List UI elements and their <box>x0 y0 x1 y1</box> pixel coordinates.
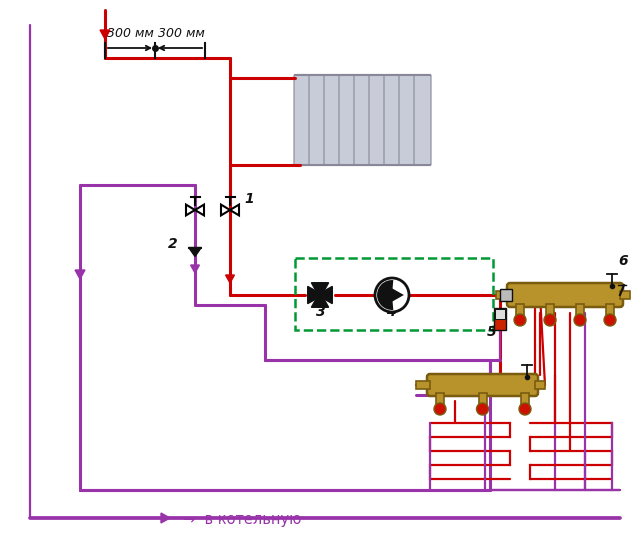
Polygon shape <box>230 205 239 215</box>
FancyBboxPatch shape <box>427 374 538 396</box>
Circle shape <box>514 314 526 326</box>
Text: 3: 3 <box>316 305 326 319</box>
FancyBboxPatch shape <box>339 74 356 165</box>
Bar <box>494 308 506 330</box>
FancyBboxPatch shape <box>354 74 371 165</box>
Polygon shape <box>226 275 234 283</box>
Polygon shape <box>189 248 202 256</box>
FancyBboxPatch shape <box>399 74 416 165</box>
Text: 6: 6 <box>618 254 628 268</box>
Polygon shape <box>385 284 404 306</box>
Bar <box>416 381 430 389</box>
Text: 7: 7 <box>612 297 621 311</box>
FancyBboxPatch shape <box>309 74 326 165</box>
Bar <box>535 381 545 389</box>
Text: 300 мм: 300 мм <box>107 27 154 40</box>
Bar <box>521 393 529 405</box>
Polygon shape <box>161 513 170 523</box>
Text: 300 мм: 300 мм <box>158 27 205 40</box>
Text: 1: 1 <box>244 192 253 206</box>
Circle shape <box>434 403 446 415</box>
FancyBboxPatch shape <box>507 283 623 307</box>
FancyBboxPatch shape <box>414 74 431 165</box>
Bar <box>495 309 505 319</box>
Circle shape <box>544 314 556 326</box>
FancyBboxPatch shape <box>324 74 341 165</box>
FancyBboxPatch shape <box>369 74 386 165</box>
Bar <box>479 393 486 405</box>
Polygon shape <box>191 265 200 273</box>
Bar <box>436 393 444 405</box>
Polygon shape <box>100 30 110 39</box>
Circle shape <box>604 314 616 326</box>
Bar <box>316 291 324 299</box>
Polygon shape <box>186 205 195 215</box>
Circle shape <box>574 314 586 326</box>
FancyBboxPatch shape <box>384 74 401 165</box>
Bar <box>620 291 630 299</box>
Circle shape <box>477 403 488 415</box>
Text: 2: 2 <box>168 237 178 251</box>
Bar <box>606 304 614 316</box>
Text: →  в котельную: → в котельную <box>183 512 301 527</box>
Circle shape <box>375 278 409 312</box>
Text: 5: 5 <box>487 325 497 339</box>
Polygon shape <box>312 282 328 298</box>
Bar <box>496 291 510 299</box>
Bar <box>546 304 554 316</box>
Polygon shape <box>317 286 332 304</box>
Bar <box>516 304 524 316</box>
Polygon shape <box>221 205 230 215</box>
Polygon shape <box>308 286 323 304</box>
Polygon shape <box>75 270 85 279</box>
Polygon shape <box>195 205 204 215</box>
Bar <box>576 304 584 316</box>
FancyBboxPatch shape <box>294 74 311 165</box>
Circle shape <box>519 403 531 415</box>
Bar <box>500 289 512 301</box>
Polygon shape <box>312 292 328 307</box>
Text: 4: 4 <box>386 305 396 319</box>
Wedge shape <box>377 280 394 310</box>
